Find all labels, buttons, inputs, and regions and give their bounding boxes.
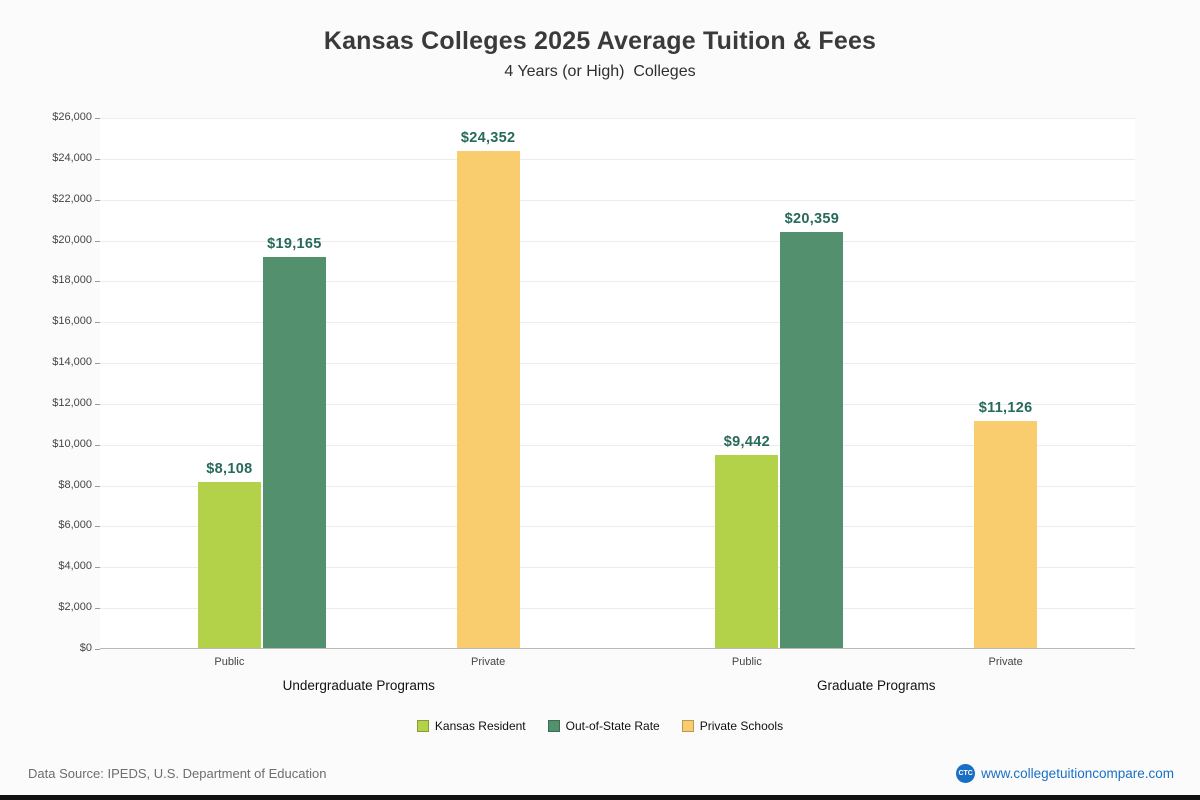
gridline (100, 363, 1135, 365)
y-axis-tick-label: $20,000 (52, 233, 92, 246)
gridline (100, 567, 1135, 569)
legend-item: Kansas Resident (416, 719, 526, 733)
bar-value-label: $20,359 (784, 211, 840, 228)
legend: Kansas Resident Out-of-State Rate Private … (0, 719, 1200, 733)
gridline (100, 240, 1135, 242)
y-axis-tick-mark (95, 526, 100, 528)
y-axis-tick-label: $24,000 (52, 151, 92, 164)
legend-label: Out-of-State Rate (565, 719, 660, 733)
legend-swatch (416, 720, 429, 732)
y-axis-tick-label: $10,000 (52, 437, 92, 450)
bar-private-schools[interactable] (456, 150, 520, 648)
bar-value-label: $9,442 (723, 434, 770, 451)
bar-out-of-state-rate[interactable] (262, 256, 326, 648)
gridline (100, 485, 1135, 487)
data-source-text: Data Source: IPEDS, U.S. Department of E… (28, 765, 327, 781)
y-axis-tick-mark (95, 608, 100, 610)
bottom-bar (0, 795, 1200, 800)
x-axis-tick-label: Public (731, 656, 762, 668)
website-link[interactable]: CTC www.collegetuitioncompare.com (956, 763, 1174, 783)
y-axis-tick-label: $14,000 (52, 356, 92, 369)
bar-value-label: $11,126 (978, 399, 1033, 416)
y-axis-tick-label: $8,000 (58, 478, 92, 491)
y-axis-tick-mark (95, 485, 100, 487)
ctc-logo-icon: CTC (956, 763, 976, 783)
bar-value-label: $19,165 (267, 235, 322, 252)
x-axis-tick-label: Private (988, 656, 1023, 668)
bar-kansas-resident[interactable] (715, 455, 779, 648)
y-axis-tick-label: $26,000 (52, 111, 92, 123)
group-label: Undergraduate Programs (282, 678, 435, 693)
y-axis-tick-mark (95, 240, 100, 242)
x-axis-tick-label: Private (471, 656, 506, 668)
y-axis-tick-mark (95, 281, 100, 283)
legend-label: Kansas Resident (434, 719, 526, 733)
y-axis-tick-label: $12,000 (52, 396, 92, 409)
y-axis-tick-mark (95, 363, 100, 365)
website-url: www.collegetuitioncompare.com (981, 765, 1174, 781)
y-axis-tick-label: $18,000 (52, 274, 92, 287)
y-axis-tick-mark (95, 322, 100, 324)
y-axis-tick-label: $6,000 (58, 519, 92, 532)
legend-item: Out-of-State Rate (547, 719, 660, 733)
x-axis-tick-label: Public (214, 656, 245, 668)
y-axis-tick-mark (95, 649, 100, 650)
gridline (100, 118, 1135, 119)
legend-swatch (681, 720, 694, 732)
legend-swatch (547, 720, 560, 732)
gridline (100, 403, 1135, 405)
y-axis-tick-mark (95, 199, 100, 201)
legend-label: Private Schools (699, 719, 784, 733)
bar-value-label: $8,108 (206, 461, 253, 478)
gridline (100, 199, 1135, 201)
footer: Data Source: IPEDS, U.S. Department of E… (28, 760, 1174, 786)
bar-value-label: $24,352 (460, 129, 516, 146)
y-axis-tick-label: $0 (79, 642, 92, 654)
legend-item: Private Schools (681, 719, 784, 733)
y-axis-tick-mark (95, 158, 100, 160)
y-axis-tick-mark (95, 403, 100, 405)
chart-title: Kansas Colleges 2025 Average Tuition & F… (323, 27, 877, 55)
bar-private-schools[interactable] (974, 420, 1038, 648)
group-label: Graduate Programs (816, 678, 936, 693)
gridline (100, 322, 1135, 324)
y-axis-tick-label: $22,000 (52, 192, 92, 205)
gridline (100, 444, 1135, 446)
y-axis-tick-label: $4,000 (58, 560, 92, 573)
plot-area: $8,108 $19,165 $24,352 $9,442 $20,359 $11,126 (100, 118, 1135, 649)
bar-kansas-resident[interactable] (197, 482, 261, 648)
gridline (100, 608, 1135, 610)
y-axis-tick-mark (95, 118, 100, 119)
gridline (100, 158, 1135, 160)
gridline (100, 281, 1135, 283)
gridline (100, 526, 1135, 528)
y-axis-tick-label: $2,000 (58, 601, 92, 614)
chart-subtitle: 4 Years (or High) Colleges (504, 63, 696, 80)
y-axis-tick-mark (95, 444, 100, 446)
bar-out-of-state-rate[interactable] (780, 232, 844, 648)
y-axis-tick-mark (95, 567, 100, 569)
y-axis-tick-label: $16,000 (52, 315, 92, 328)
